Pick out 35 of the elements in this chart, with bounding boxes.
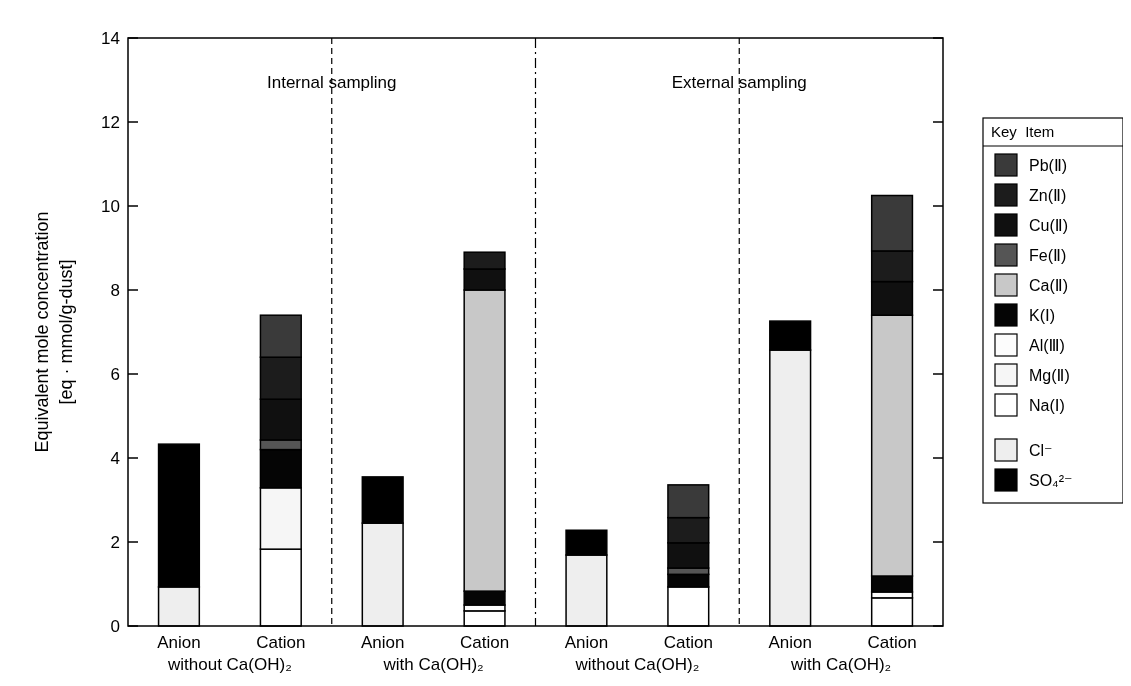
x-tick-label: Cation [867,633,917,652]
x-tick-label: Cation [459,633,510,652]
text: with Ca(OH)₂ [382,655,484,674]
x-tick-label: Anion [768,633,812,652]
y-tick-label: 8 [110,280,120,300]
legend-label: Fe(Ⅱ) [1029,246,1067,264]
legend-label: Al(Ⅲ) [1029,336,1065,354]
x-tick-label: Anion [157,633,201,652]
text: without Ca(OH)₂ [167,655,292,674]
y-tick-label: 0 [110,616,120,636]
y-tick-label: 10 [101,196,120,216]
x-tick-label: Anion [564,633,609,652]
y-tick-label: 12 [101,112,120,132]
y-tick-label: 4 [110,448,120,468]
legend-label: Zn(Ⅱ) [1029,186,1067,204]
x-tick-label: Cation [256,633,306,652]
legend-label: Ca(Ⅱ) [1029,276,1068,294]
y-axis-title: Equivalent mole concentration [eq · mmol/g-dust] [32,211,76,453]
legend-label: Mg(Ⅱ) [1029,366,1070,384]
text: without Ca(OH)₂ [574,655,700,674]
x-tick-label: Cation [663,633,713,652]
text: with Ca(OH)₂ [790,655,892,674]
legend-label: K(Ⅰ) [1029,306,1056,324]
legend-label: SO₄²⁻ [1029,471,1073,489]
legend-label: Cl⁻ [1029,441,1053,459]
y-tick-label: 6 [110,364,120,384]
y-tick-label: 2 [110,532,120,552]
x-tick-label: Anion [360,633,405,652]
legend-label: Pb(Ⅱ) [1029,156,1068,174]
legend-label: Na(Ⅰ) [1029,396,1065,414]
annotation: Internal sampling [267,73,397,92]
y-tick-label: 14 [101,28,120,48]
legend-label: Cu(Ⅱ) [1029,216,1068,234]
annotation: External sampling [671,73,807,92]
legend-title: Key Item [991,123,1055,140]
